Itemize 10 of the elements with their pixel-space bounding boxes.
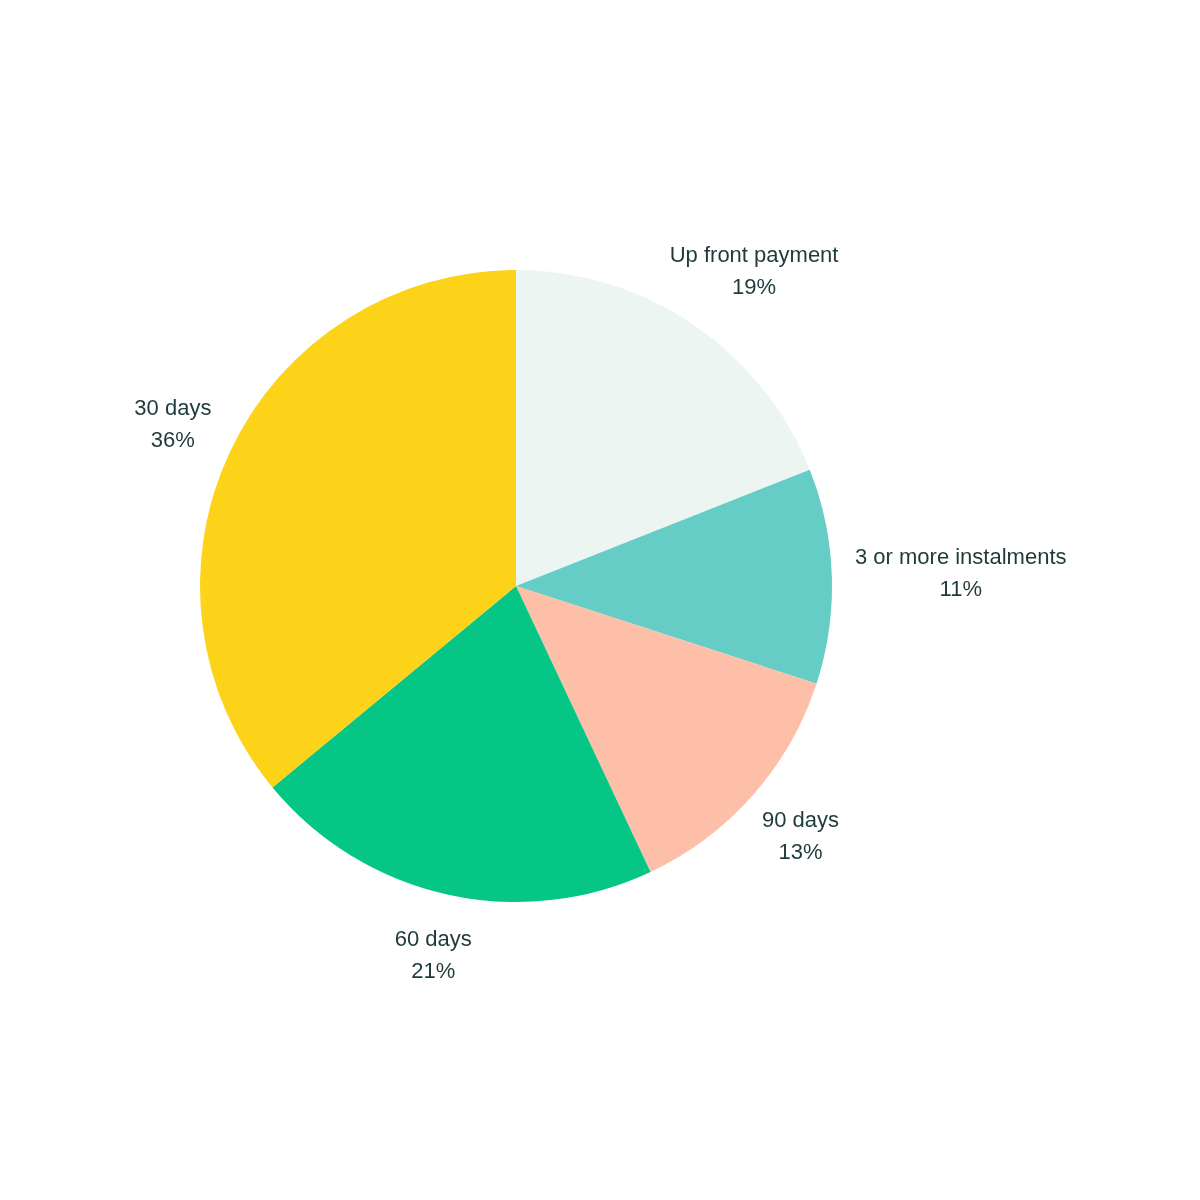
data-label: 11% xyxy=(939,576,982,602)
data-label: 36% xyxy=(150,426,195,452)
slice-label: 3 or more instalments xyxy=(854,544,1067,570)
slice-label: 60 days xyxy=(394,926,472,952)
slice-label: Up front payment xyxy=(669,242,839,268)
data-label: 19% xyxy=(732,274,777,300)
slice-label: 90 days xyxy=(761,806,839,832)
slice-label: 30 days xyxy=(134,394,212,420)
data-label: 21% xyxy=(411,958,456,984)
data-label: 13% xyxy=(778,838,823,864)
